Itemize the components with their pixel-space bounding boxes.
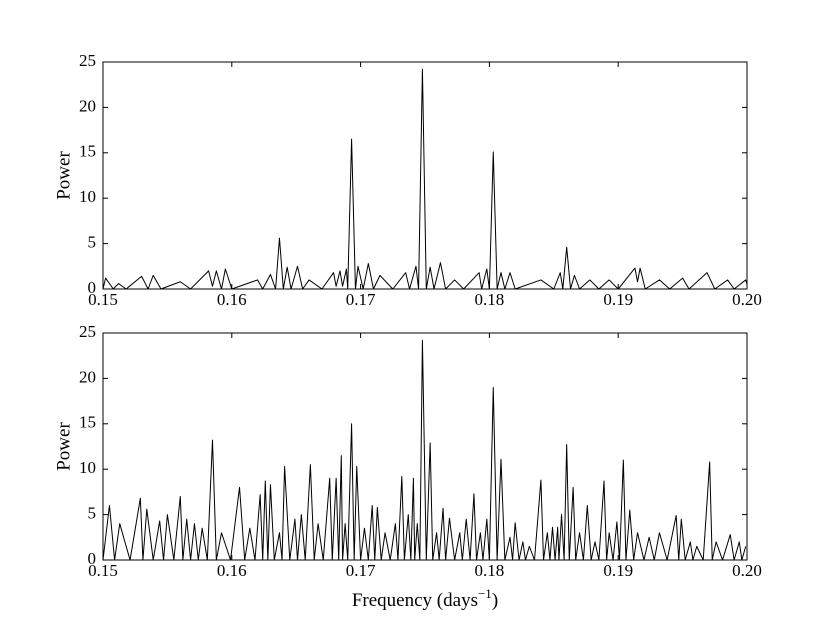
x-axis-label-sup: −1 [478, 586, 492, 601]
x-axis-label-end: ) [492, 590, 498, 611]
power-line [102, 68, 748, 290]
x-tick-label: 0.18 [475, 290, 505, 309]
y-axis-label: Power [53, 151, 74, 200]
x-axis-label-main: Frequency (days [352, 590, 478, 611]
power-line [102, 339, 747, 561]
x-tick-label: 0.15 [88, 561, 118, 580]
y-tick-label: 5 [88, 233, 97, 252]
y-axis-label: Power [53, 422, 74, 471]
x-tick-label: 0.19 [603, 290, 633, 309]
x-tick-label: 0.18 [475, 561, 505, 580]
axes-frame [102, 332, 748, 561]
axes-frame [102, 61, 748, 290]
y-tick-label: 0 [88, 278, 97, 297]
x-tick-label: 0.19 [603, 561, 633, 580]
x-tick-label: 0.16 [217, 561, 247, 580]
x-tick-label: 0.17 [346, 290, 376, 309]
y-tick-label: 10 [79, 458, 96, 477]
x-tick-label: 0.17 [346, 561, 376, 580]
x-axis-label: Frequency (days−1) [352, 586, 498, 611]
x-tick-label: 0.15 [88, 290, 118, 309]
y-tick-label: 5 [88, 504, 97, 523]
x-tick-label: 0.16 [217, 290, 247, 309]
y-tick-label: 25 [79, 51, 96, 70]
y-tick-label: 10 [79, 187, 96, 206]
y-tick-label: 25 [79, 322, 96, 341]
y-tick-label: 0 [88, 549, 97, 568]
y-tick-label: 20 [79, 367, 96, 386]
x-tick-label: 0.20 [732, 290, 762, 309]
y-tick-label: 20 [79, 96, 96, 115]
x-tick-label: 0.20 [732, 561, 762, 580]
y-tick-label: 15 [79, 142, 96, 161]
y-tick-label: 15 [79, 413, 96, 432]
